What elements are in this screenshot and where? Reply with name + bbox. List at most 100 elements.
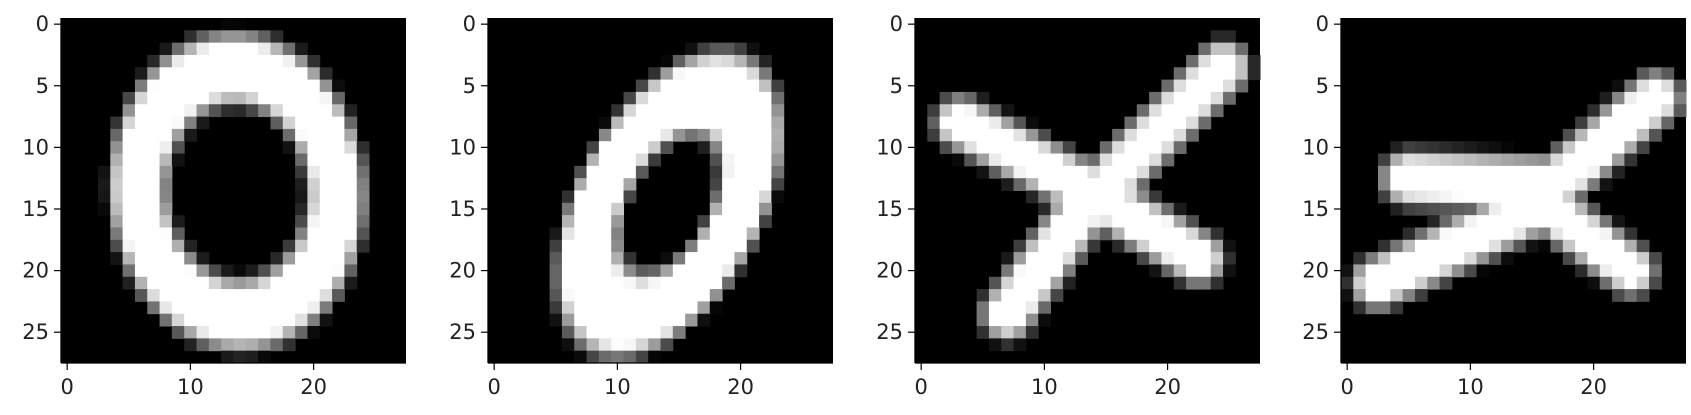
x-tick-label: 10 (177, 375, 204, 399)
pixel (1538, 165, 1551, 179)
pixel (1562, 227, 1576, 241)
pixel (722, 104, 735, 118)
pixel (722, 264, 735, 278)
pixel (208, 42, 222, 56)
pixel (660, 313, 674, 327)
pixel (635, 264, 649, 278)
pixel (722, 202, 735, 216)
pixel (685, 79, 698, 93)
pixel (1173, 264, 1187, 278)
pixel (1136, 116, 1150, 130)
pixel (976, 326, 990, 339)
pixel (196, 79, 210, 93)
pixel (1198, 54, 1212, 68)
pixel (976, 301, 990, 315)
pixel (221, 313, 234, 327)
pixel (110, 141, 124, 155)
pixel (1612, 239, 1625, 253)
pixel (1062, 264, 1076, 278)
pixel (1013, 128, 1027, 142)
pixel (1223, 91, 1236, 105)
pixel (1075, 165, 1088, 179)
pixel (927, 104, 941, 118)
pixel (233, 67, 247, 81)
pixel (611, 239, 625, 253)
pixel (561, 202, 575, 216)
pixel (1377, 190, 1391, 204)
pixel (1013, 326, 1027, 339)
pixel (159, 178, 173, 191)
pixel (1099, 227, 1113, 241)
pixel (233, 313, 247, 327)
pixel (295, 104, 308, 118)
pixel (611, 326, 625, 339)
pixel (1451, 141, 1465, 155)
pixel (660, 128, 674, 142)
pixel (159, 276, 173, 290)
pixel (685, 239, 698, 253)
pixel (1112, 239, 1125, 253)
image-pixels (1341, 67, 1687, 315)
pixel (159, 91, 173, 105)
pixel (1612, 91, 1625, 105)
pixel (734, 79, 748, 93)
pixel (648, 338, 661, 352)
pixel (1661, 91, 1675, 105)
pixel (1210, 252, 1224, 265)
pixel (295, 91, 308, 105)
pixel (1223, 30, 1236, 44)
pixel (97, 178, 111, 191)
pixel (1612, 128, 1625, 142)
pixel (709, 141, 723, 155)
pixel (709, 91, 723, 105)
pixel (1001, 116, 1015, 130)
pixel (574, 289, 588, 302)
pixel (1025, 264, 1039, 278)
pixel (1649, 252, 1662, 265)
pixel (1427, 190, 1441, 204)
pixel (1464, 141, 1478, 155)
pixel (270, 54, 284, 68)
pixel (270, 42, 284, 56)
pixel (356, 227, 370, 241)
pixel (295, 326, 308, 339)
pixel (1087, 190, 1101, 204)
pixel (147, 104, 161, 118)
pixel (221, 326, 234, 339)
pixel (208, 30, 222, 44)
pixel (307, 215, 321, 228)
pixel (1149, 91, 1162, 105)
pixel (1198, 264, 1212, 278)
pixel (1198, 227, 1212, 241)
pixel (574, 350, 588, 364)
pixel (697, 227, 711, 241)
pixel (1186, 116, 1199, 130)
pixel (598, 165, 612, 179)
pixel (1612, 141, 1625, 155)
pixel (759, 67, 772, 81)
pixel (1636, 289, 1650, 302)
pixel (344, 190, 358, 204)
pixel (1575, 116, 1588, 130)
pixel (171, 91, 185, 105)
panel-3: 0 5 10 15 20 25 0 10 20 (876, 12, 1261, 399)
pixel (270, 116, 284, 130)
pixel (635, 141, 649, 155)
pixel (295, 276, 308, 290)
pixel (1427, 153, 1441, 167)
pixel (1476, 264, 1490, 278)
pixel (208, 79, 222, 93)
pixel (976, 289, 990, 302)
pixel (1451, 190, 1465, 204)
pixel (1062, 165, 1076, 179)
pixel (623, 116, 637, 130)
pixel (1587, 227, 1601, 241)
pixel (134, 215, 148, 228)
pixel (307, 104, 321, 118)
pixel (184, 128, 198, 142)
pixel (574, 326, 588, 339)
pixel (184, 239, 198, 253)
pixel (282, 264, 296, 278)
pixel (660, 141, 674, 155)
pixel (1210, 91, 1224, 105)
